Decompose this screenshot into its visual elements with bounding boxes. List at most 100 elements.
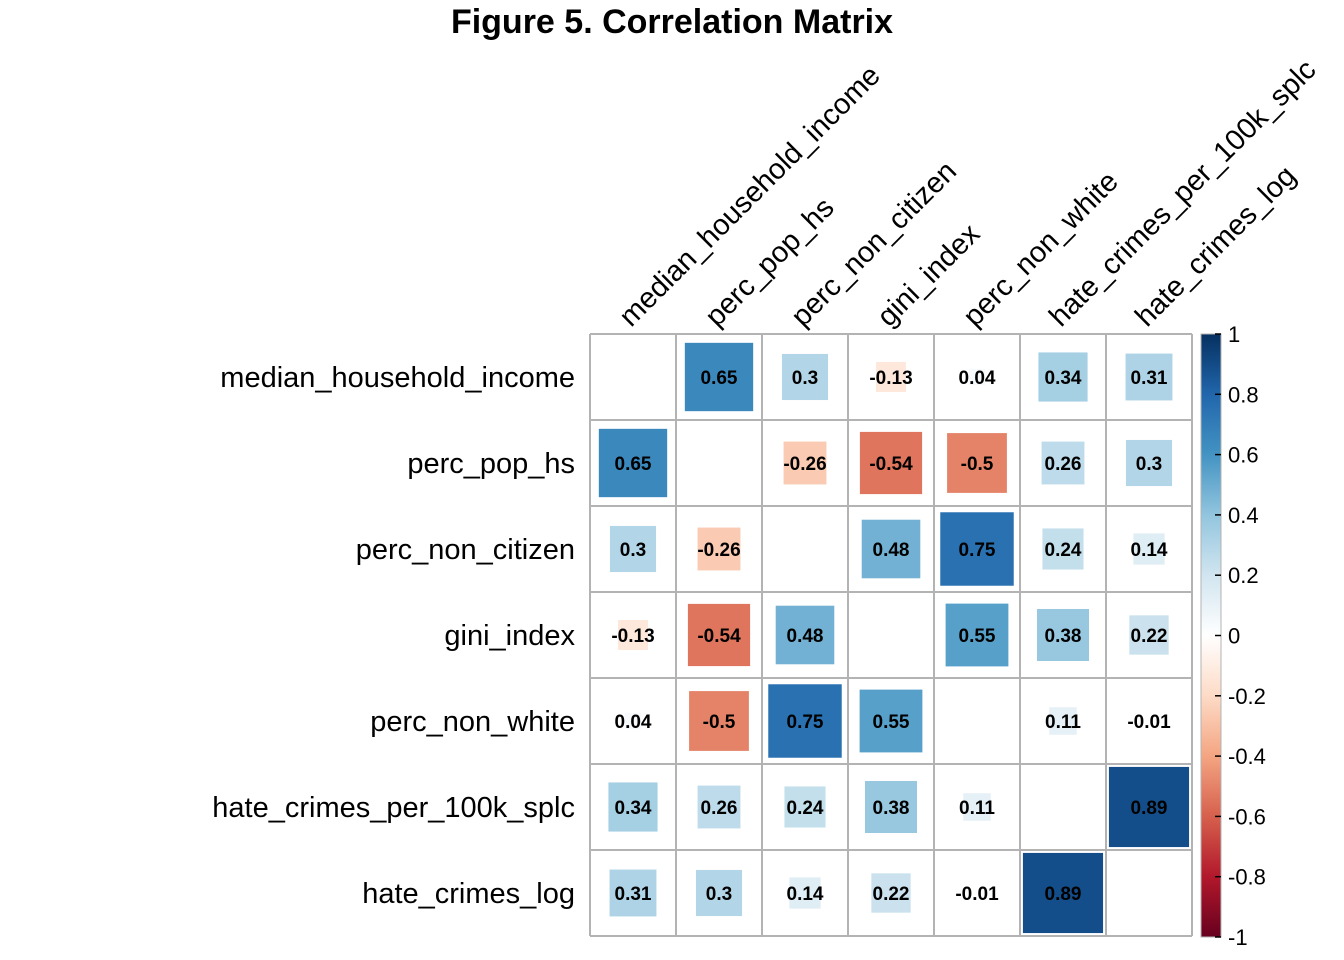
cell-square-median_household_income-gini_index: [875, 361, 908, 394]
cell-label-median_household_income-perc_non_white: 0.04: [959, 368, 996, 389]
cell-square-hate_crimes_log-hate_crimes_per_100k_splc: [1021, 851, 1105, 935]
cell-square-gini_index-perc_non_white: [944, 602, 1010, 668]
cell-label-perc_non_citizen-gini_index: 0.48: [873, 540, 910, 561]
cell-label-perc_non_citizen-hate_crimes_per_100k_splc: 0.24: [1045, 540, 1082, 561]
colorbar-tick-label: 0: [1228, 624, 1240, 649]
cell-label-gini_index-perc_non_white: 0.55: [959, 626, 996, 647]
cell-square-hate_crimes_log-perc_pop_hs: [694, 868, 744, 918]
cell-label-perc_non_citizen-perc_non_white: 0.75: [959, 540, 996, 561]
colorbar-tick-label: -0.6: [1228, 804, 1266, 829]
cell-square-perc_non_citizen-perc_non_white: [939, 511, 1015, 587]
row-label-gini_index: gini_index: [444, 620, 575, 652]
matrix-cells: 0.65 0.3 -0.13 0.04 0.34 0.31 0.65 -0.26 -0.54 -0…: [597, 341, 1191, 935]
cell-square-perc_non_citizen-gini_index: [860, 518, 922, 580]
cell-label-hate_crimes_per_100k_splc-perc_non_white: 0.11: [959, 798, 995, 819]
cell-square-perc_non_citizen-perc_pop_hs: [696, 526, 742, 572]
cell-square-perc_non_white-hate_crimes_log: [1144, 716, 1154, 726]
cell-label-perc_non_white-perc_pop_hs: -0.5: [703, 712, 736, 733]
column-label-hate_crimes_log: hate_crimes_log: [1129, 160, 1302, 333]
cell-label-median_household_income-hate_crimes_per_100k_splc: 0.34: [1045, 368, 1082, 389]
cell-square-gini_index-hate_crimes_per_100k_splc: [1035, 607, 1090, 662]
cell-label-hate_crimes_per_100k_splc-perc_pop_hs: 0.26: [701, 798, 738, 819]
cell-square-hate_crimes_log-perc_non_white: [972, 888, 982, 898]
cell-label-median_household_income-gini_index: -0.13: [869, 368, 912, 389]
cell-square-perc_pop_hs-hate_crimes_log: [1124, 438, 1174, 488]
cell-label-median_household_income-hate_crimes_log: 0.31: [1131, 368, 1168, 389]
row-label-perc_pop_hs: perc_pop_hs: [407, 448, 575, 480]
colorbar-tick-label: -0.2: [1228, 684, 1266, 709]
colorbar-tick-label: -0.8: [1228, 865, 1266, 890]
cell-square-median_household_income-hate_crimes_per_100k_splc: [1037, 351, 1089, 403]
cell-square-gini_index-median_household_income: [617, 619, 650, 652]
cell-label-perc_pop_hs-perc_non_white: -0.5: [961, 454, 994, 475]
colorbar-tick-label: 0.4: [1228, 503, 1259, 528]
cell-label-perc_pop_hs-hate_crimes_per_100k_splc: 0.26: [1045, 454, 1082, 475]
colorbar-tick-label: 0.8: [1228, 382, 1259, 407]
cell-square-gini_index-perc_pop_hs: [686, 602, 752, 668]
colorbar-tick-label: 1: [1228, 322, 1240, 347]
cell-square-median_household_income-perc_non_white: [967, 367, 987, 387]
cell-label-hate_crimes_per_100k_splc-median_household_income: 0.34: [615, 798, 652, 819]
row-label-median_household_income: median_household_income: [220, 362, 575, 394]
cell-square-hate_crimes_log-gini_index: [870, 872, 912, 914]
cell-square-perc_non_citizen-hate_crimes_per_100k_splc: [1041, 527, 1085, 571]
cell-label-median_household_income-perc_non_citizen: 0.3: [792, 368, 818, 389]
column-labels: median_household_incomeperc_pop_hsperc_n…: [613, 54, 1322, 333]
column-label-perc_non_white: perc_non_white: [957, 166, 1124, 333]
cell-label-perc_pop_hs-median_household_income: 0.65: [615, 454, 652, 475]
cell-label-gini_index-hate_crimes_log: 0.22: [1131, 626, 1168, 647]
cell-square-perc_non_white-perc_pop_hs: [688, 690, 750, 752]
cell-square-perc_non_white-median_household_income: [623, 711, 643, 731]
cell-square-hate_crimes_per_100k_splc-perc_non_citizen: [783, 785, 827, 829]
cell-label-gini_index-perc_non_citizen: 0.48: [787, 626, 824, 647]
row-label-perc_non_white: perc_non_white: [370, 706, 575, 738]
cell-label-hate_crimes_log-hate_crimes_per_100k_splc: 0.89: [1045, 884, 1082, 905]
cell-label-perc_non_citizen-hate_crimes_log: 0.14: [1131, 540, 1168, 561]
cell-label-perc_non_white-perc_non_citizen: 0.75: [787, 712, 824, 733]
cell-square-perc_pop_hs-median_household_income: [597, 427, 669, 499]
colorbar: 1 0.8 0.6 0.4 0.2 0 -0.2 -0.4 -0.6 -0.8 -1: [1200, 322, 1266, 950]
cell-label-perc_non_citizen-perc_pop_hs: -0.26: [697, 540, 740, 561]
cell-square-hate_crimes_log-perc_non_citizen: [788, 876, 822, 910]
cell-label-perc_non_white-hate_crimes_per_100k_splc: 0.11: [1045, 712, 1081, 733]
cell-label-gini_index-hate_crimes_per_100k_splc: 0.38: [1045, 626, 1082, 647]
cell-square-median_household_income-perc_pop_hs: [683, 341, 755, 413]
cell-square-hate_crimes_per_100k_splc-median_household_income: [607, 781, 659, 833]
cell-label-hate_crimes_log-perc_non_white: -0.01: [955, 884, 999, 905]
cell-label-hate_crimes_log-gini_index: 0.22: [873, 884, 910, 905]
colorbar-tick-label: -0.4: [1228, 744, 1266, 769]
cell-square-median_household_income-perc_non_citizen: [780, 352, 830, 402]
cell-square-perc_non_white-perc_non_citizen: [767, 683, 843, 759]
cell-square-hate_crimes_per_100k_splc-gini_index: [863, 779, 918, 834]
cell-label-hate_crimes_log-perc_pop_hs: 0.3: [706, 884, 732, 905]
cell-label-hate_crimes_per_100k_splc-hate_crimes_log: 0.89: [1131, 798, 1168, 819]
row-label-perc_non_citizen: perc_non_citizen: [356, 534, 575, 566]
colorbar-tick-label: -1: [1228, 925, 1248, 950]
cell-label-hate_crimes_log-median_household_income: 0.31: [615, 884, 652, 905]
cell-square-perc_pop_hs-gini_index: [858, 430, 924, 496]
cell-square-perc_non_citizen-hate_crimes_log: [1132, 532, 1166, 566]
cell-square-gini_index-hate_crimes_log: [1128, 614, 1170, 656]
cell-square-perc_pop_hs-perc_non_citizen: [782, 440, 828, 486]
matrix-grid: [589, 333, 1193, 937]
cell-label-perc_pop_hs-perc_non_citizen: -0.26: [783, 454, 826, 475]
cell-label-perc_non_citizen-median_household_income: 0.3: [620, 540, 646, 561]
colorbar-tick-label: 0.6: [1228, 443, 1259, 468]
cell-square-hate_crimes_per_100k_splc-hate_crimes_log: [1107, 765, 1191, 849]
colorbar-tick-label: 0.2: [1228, 563, 1259, 588]
cell-label-gini_index-perc_pop_hs: -0.54: [697, 626, 741, 647]
cell-square-hate_crimes_per_100k_splc-perc_pop_hs: [696, 784, 742, 830]
cell-label-hate_crimes_per_100k_splc-gini_index: 0.38: [873, 798, 910, 819]
cell-square-perc_pop_hs-perc_non_white: [946, 432, 1008, 494]
cell-square-median_household_income-hate_crimes_log: [1124, 352, 1174, 402]
cell-label-perc_pop_hs-gini_index: -0.54: [869, 454, 913, 475]
cell-square-hate_crimes_log-median_household_income: [608, 868, 658, 918]
cell-square-gini_index-perc_non_citizen: [774, 604, 836, 666]
cell-label-median_household_income-perc_pop_hs: 0.65: [701, 368, 738, 389]
cell-label-perc_non_white-median_household_income: 0.04: [615, 712, 652, 733]
cell-square-perc_pop_hs-hate_crimes_per_100k_splc: [1040, 440, 1086, 486]
row-label-hate_crimes_log: hate_crimes_log: [362, 878, 575, 910]
row-label-hate_crimes_per_100k_splc: hate_crimes_per_100k_splc: [212, 792, 575, 824]
row-labels: median_household_income perc_pop_hs perc_n…: [212, 362, 575, 910]
